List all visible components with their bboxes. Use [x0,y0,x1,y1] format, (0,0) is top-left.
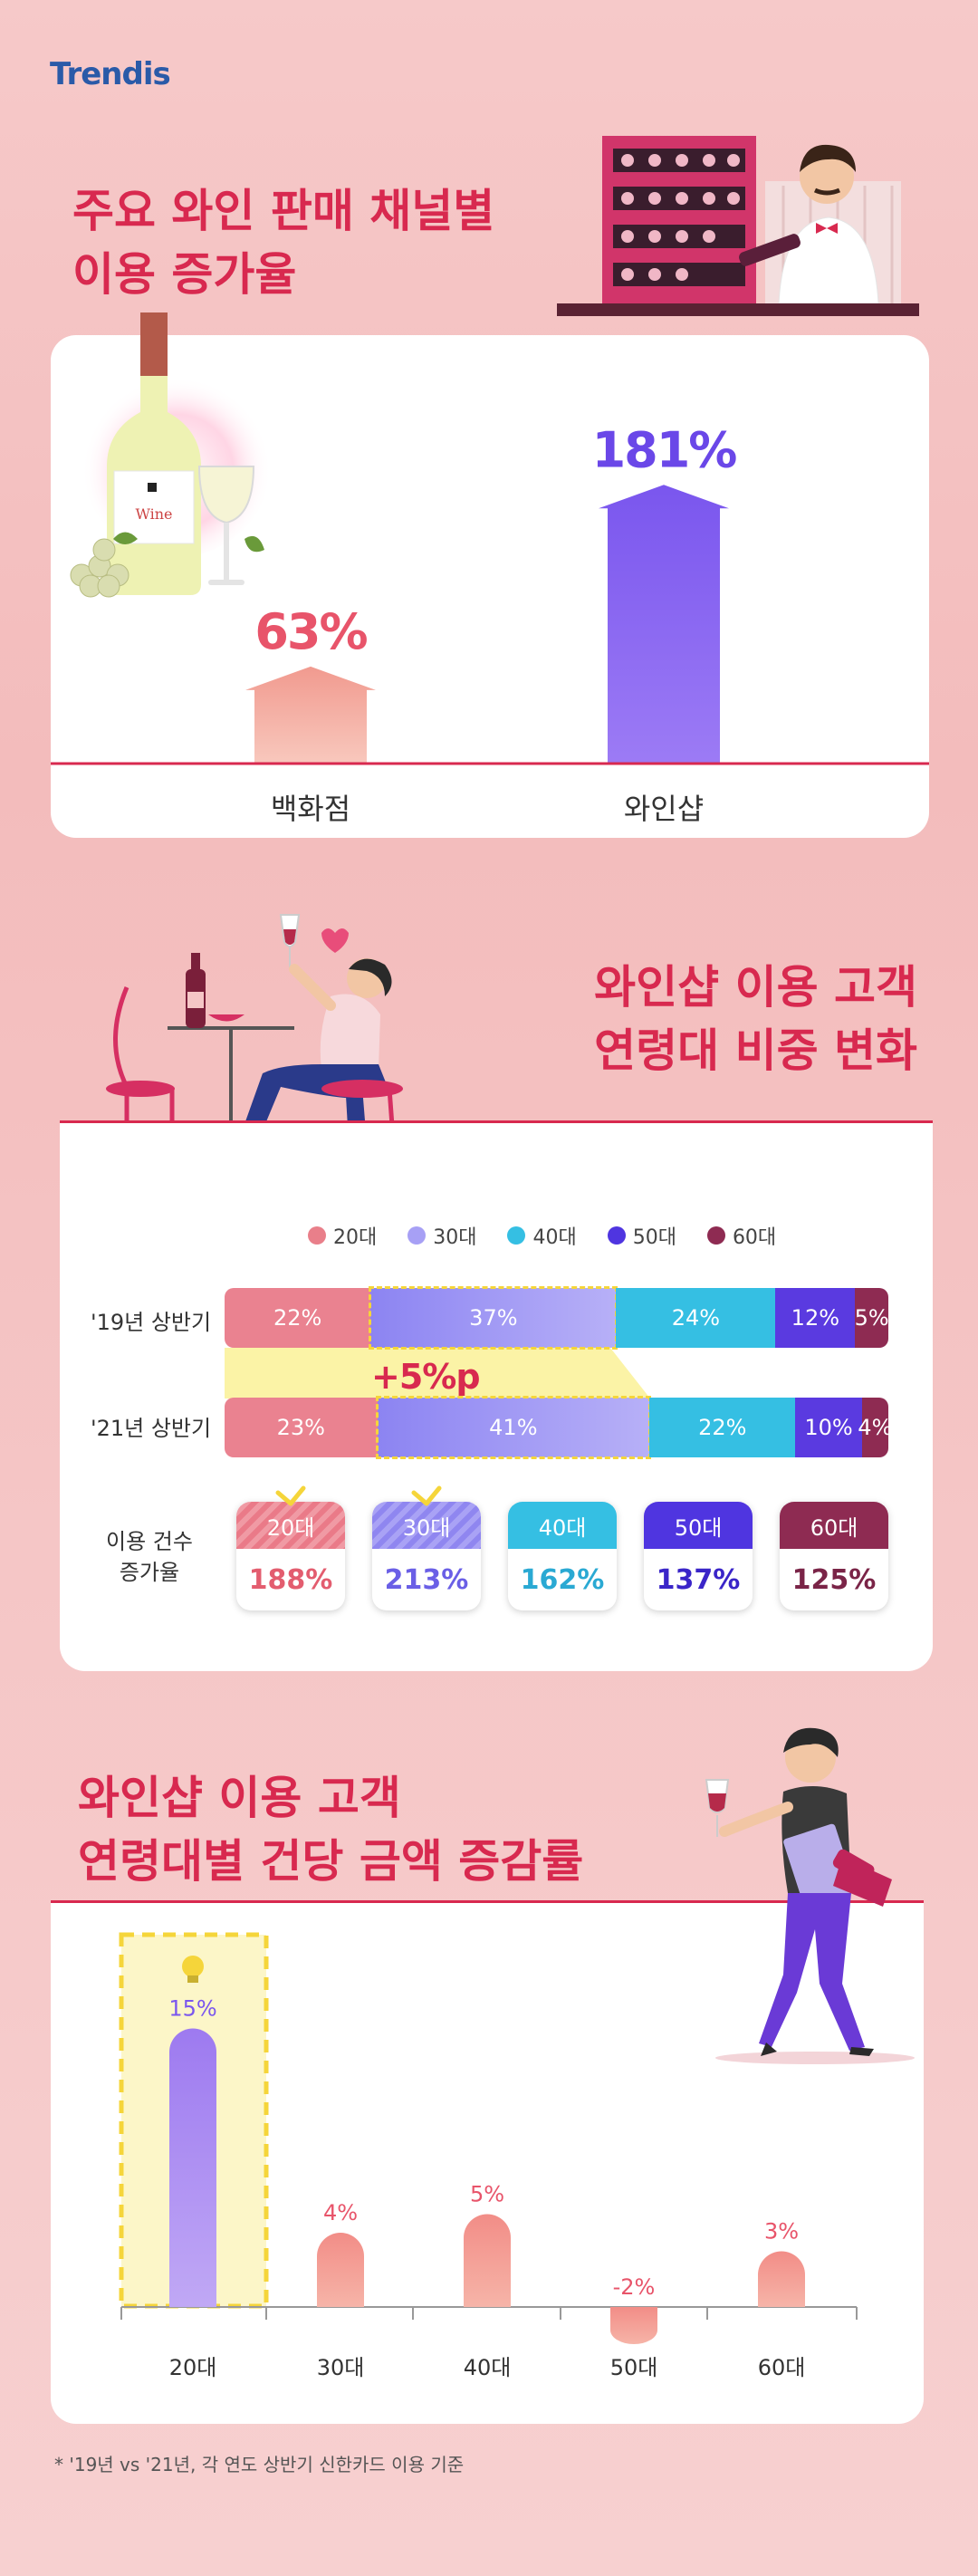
amount-category-50: 50대 [610,2355,658,2380]
growth-badge-label: 30대 [372,1502,481,1549]
row-label-2021: '21년 상반기 [91,1416,212,1441]
lightbulb-icon [182,1956,204,1983]
legend-item-20: 20대 [308,1221,377,1250]
growth-row-label: 이용 건수 증가율 [100,1526,199,1588]
section3-title: 와인샵 이용 고객 연령대별 건당 금액 증감률 [78,1766,748,1893]
category-label-department-store: 백화점 [270,792,351,826]
woman-drinking-wine-illustration [106,914,408,1155]
growth-badge-value: 162% [520,1563,605,1596]
section3-title-rule [51,1900,924,1903]
sales-channel-chart: 63% 181% [51,421,929,765]
legend-dot-50 [607,1226,626,1245]
growth-badge-label: 40대 [508,1502,617,1549]
sommelier-illustration [557,136,919,316]
legend-item-60: 60대 [706,1221,777,1250]
stack-segment-30: 41% [377,1398,650,1457]
growth-badge-label: 20대 [236,1502,345,1549]
amount-value-20: 15% [168,1996,216,2022]
section2-title-line1: 와인샵 이용 고객 [594,961,917,1014]
brand-logo: Trendis [50,56,171,92]
legend-item-50: 50대 [607,1221,676,1250]
stack-segment-50: 10% [795,1398,862,1457]
amount-category-30: 30대 [317,2355,365,2380]
amount-bar-50 [610,2307,657,2344]
man-with-wine-illustration [705,1727,915,2064]
amount-bar-40 [464,2214,511,2307]
growth-badge-value: 188% [248,1563,333,1596]
footnote: * '19년 vs '21년, 각 연도 상반기 신한카드 이용 기준 [54,2454,465,2475]
growth-badge-label: 50대 [644,1502,753,1549]
growth-badge-40: 40대 162% [508,1502,617,1610]
wine-bottle-illustration: Wine [70,312,272,598]
stack-segment-30: 37% [370,1288,617,1348]
amount-change-chart: 15% 20대 4% 30대 5% 40대 -2% 50대 3% 60대 [119,1932,858,2380]
legend-dot-60 [706,1226,725,1245]
section3-title-line2: 연령대별 건당 금액 증감률 [78,1835,584,1888]
legend-item-40: 40대 [507,1221,577,1250]
amount-category-20: 20대 [169,2355,217,2380]
growth-badge-60: 60대 125% [780,1502,888,1610]
growth-label-line2: 증가율 [119,1560,180,1585]
amount-bar-20 [169,2028,216,2307]
checkmark-icon [275,1485,306,1506]
section1-title: 주요 와인 판매 채널별 이용 증가율 [72,179,616,306]
legend-label-60: 60대 [732,1226,777,1249]
legend-label-20: 20대 [333,1226,378,1249]
section1-title-line1: 주요 와인 판매 채널별 [72,185,495,237]
stack-segment-40: 24% [616,1288,776,1348]
row-label-2019: '19년 상반기 [91,1310,212,1335]
amount-bar-60 [758,2251,805,2307]
section1-title-line2: 이용 증가율 [72,248,297,301]
growth-badge-value: 213% [384,1563,469,1596]
section3-title-line1: 와인샵 이용 고객 [78,1772,401,1824]
stacked-bar-2021: 23% 41% 22% 10% 4% [225,1396,892,1459]
channel-value-department-store: 63% [254,603,367,660]
section2-title-line2: 연령대 비중 변화 [594,1024,917,1077]
category-label-wine-shop: 와인샵 [623,792,705,826]
amount-category-60: 60대 [758,2355,806,2380]
amount-value-50: -2% [613,2274,656,2300]
section2-title: 와인샵 이용 고객 연령대 비중 변화 [501,956,917,1082]
stacked-bar-2019: 22% 37% 24% 12% 5% [225,1286,889,1350]
legend-label-50: 50대 [632,1226,676,1249]
growth-badge-50: 50대 137% [644,1502,753,1610]
channel-bar-department-store [245,666,376,764]
growth-badge-value: 137% [656,1563,741,1596]
section2-title-rule [60,1120,933,1123]
bottle-label-text: Wine [135,505,172,523]
growth-badge-value: 125% [791,1563,877,1596]
legend-label-40: 40대 [532,1226,577,1249]
legend-dot-40 [507,1226,526,1245]
legend-label-30: 30대 [433,1226,477,1249]
growth-badge-label: 60대 [780,1502,888,1549]
growth-badge-30: 30대 213% [372,1502,481,1610]
amount-category-40: 40대 [464,2355,512,2380]
growth-label-line1: 이용 건수 [106,1529,193,1554]
stack-segment-60: 4% [858,1398,892,1457]
amount-value-30: 4% [323,2200,358,2225]
stack-segment-50: 12% [775,1288,856,1348]
change-label: +5%p [371,1357,481,1397]
amount-value-60: 3% [764,2219,799,2244]
amount-value-40: 5% [470,2182,504,2207]
amount-bar-30 [317,2233,364,2307]
legend-dot-30 [408,1226,427,1245]
stack-segment-40: 22% [649,1398,796,1457]
stack-segment-20: 23% [225,1398,378,1457]
legend-item-30: 30대 [408,1221,476,1250]
age-legend: 20대 30대 40대 50대 60대 [308,1221,776,1250]
growth-badge-20: 20대 188% [236,1502,345,1610]
channel-value-wine-shop: 181% [592,421,737,478]
growth-badges: 20대 188% 30대 213% 40대 162% 50대 137% 60대 125% [236,1485,888,1620]
stack-segment-60: 5% [855,1288,889,1348]
stack-segment-20: 22% [225,1288,371,1348]
checkmark-icon [411,1485,442,1506]
channel-bar-wine-shop [599,485,729,764]
change-highlight-band [225,1348,650,1399]
legend-dot-20 [308,1226,326,1245]
